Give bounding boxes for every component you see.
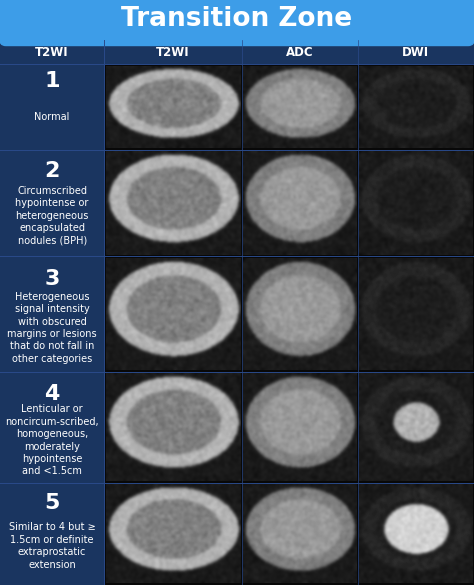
Bar [358,483,474,585]
Text: T2WI: T2WI [156,46,190,59]
Text: Similar to 4 but ≥
1.5cm or definite
extraprostatic
extension: Similar to 4 but ≥ 1.5cm or definite ext… [9,522,96,570]
Bar [242,150,358,256]
Text: 1: 1 [45,71,60,91]
Text: ADC: ADC [286,46,314,59]
Bar [104,371,242,483]
Bar [104,150,242,256]
Text: DWI: DWI [402,46,429,59]
Bar [242,483,358,585]
Text: Lenticular or
noncircum-scribed,
homogeneous,
moderately
hypointense
and <1.5cm: Lenticular or noncircum-scribed, homogen… [5,404,99,476]
Bar [242,256,358,371]
Text: 5: 5 [45,493,60,513]
Bar [104,483,242,585]
Bar [358,256,474,371]
Bar [0,40,104,64]
Bar [104,64,242,150]
Bar [358,40,474,64]
Bar [0,64,104,585]
Bar [242,64,358,150]
Text: 3: 3 [45,270,60,290]
Text: Normal: Normal [35,112,70,122]
Bar [358,64,474,150]
Bar [242,371,358,483]
Text: 2: 2 [45,161,60,181]
Bar [242,40,358,64]
Bar [358,150,474,256]
Bar [104,256,242,371]
Text: T2WI: T2WI [36,46,69,59]
Text: Transition Zone: Transition Zone [121,6,353,32]
Text: Heterogeneous
signal intensity
with obscured
margins or lesions
that do not fall: Heterogeneous signal intensity with obsc… [7,292,97,364]
FancyBboxPatch shape [0,0,474,46]
Bar [358,371,474,483]
Text: Circumscribed
hypointense or
heterogeneous
encapsulated
nodules (BPH): Circumscribed hypointense or heterogeneo… [16,186,89,246]
Text: 4: 4 [45,384,60,404]
Bar [104,40,242,64]
